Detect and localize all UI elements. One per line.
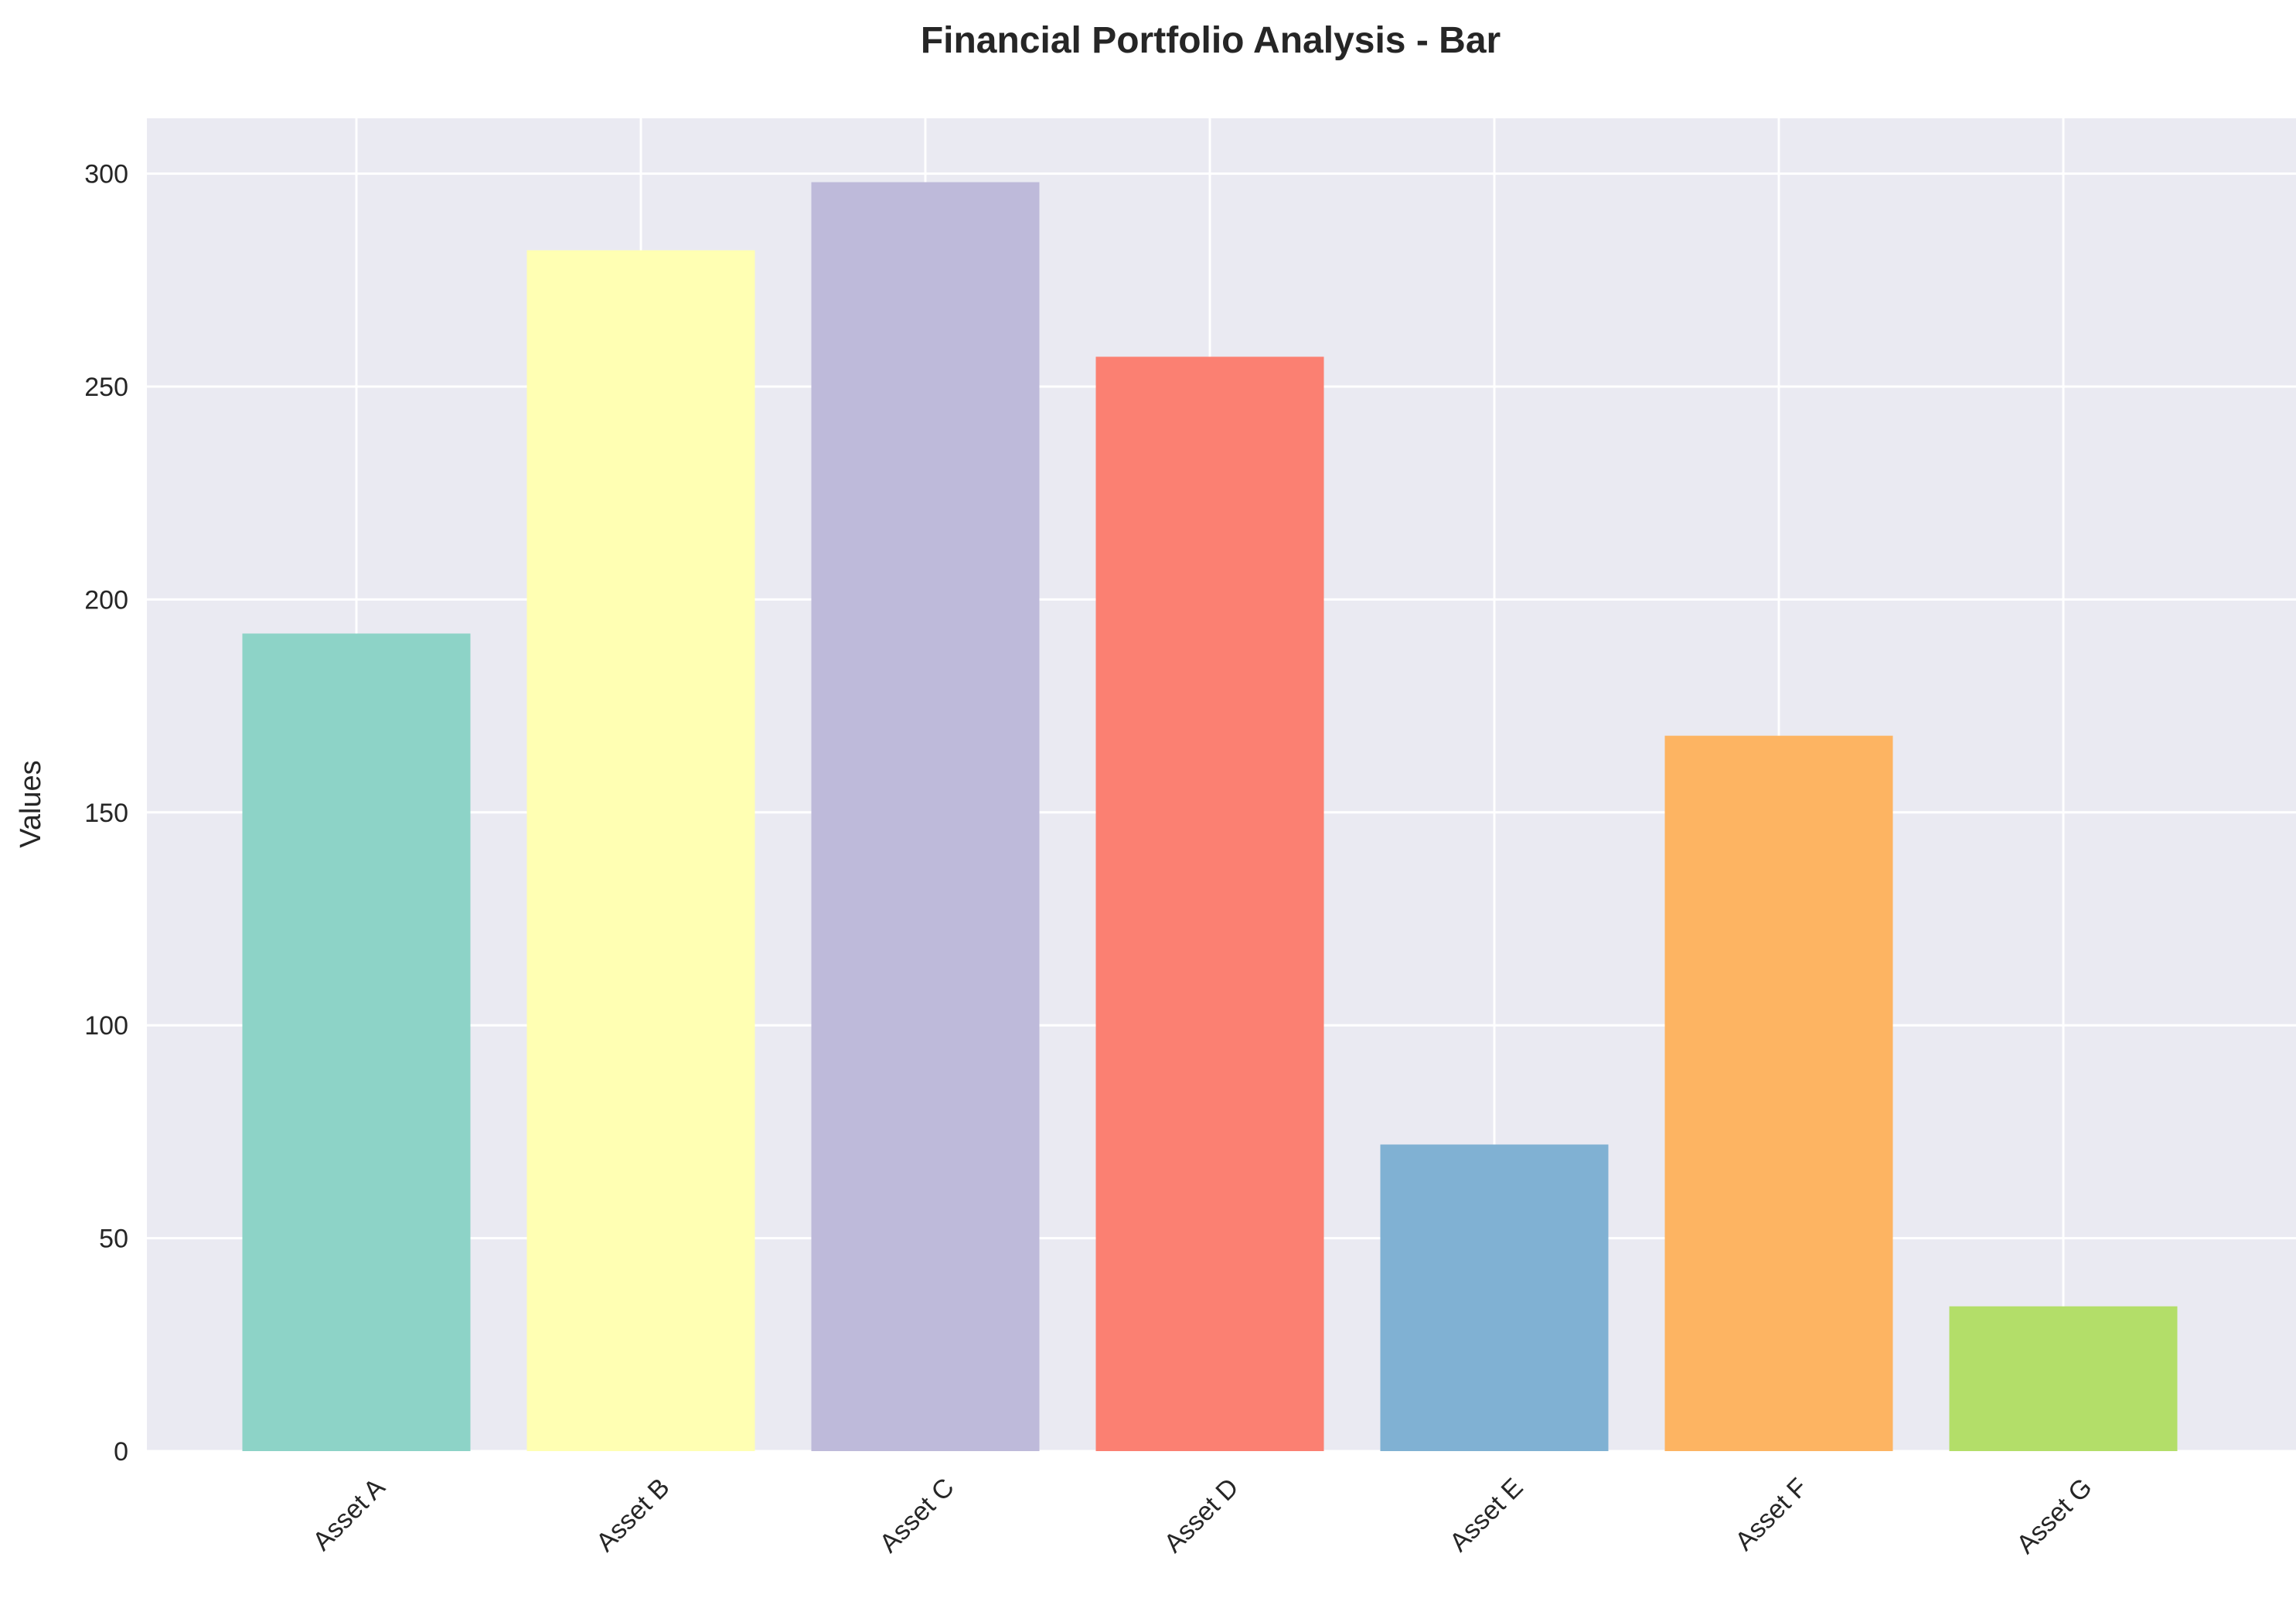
y-tick-label: 200 (84, 585, 128, 615)
x-tick-label: Asset C (874, 1473, 960, 1559)
x-tick-label: Asset A (307, 1473, 391, 1557)
y-axis-ticks: 0 50 100 150 200 250 300 (84, 160, 128, 1467)
bar-asset-c (811, 182, 1040, 1451)
x-tick-label: Asset D (1159, 1473, 1245, 1559)
y-tick-label: 0 (114, 1437, 128, 1467)
chart-title: Financial Portfolio Analysis - Bar (921, 20, 1501, 61)
y-tick-label: 100 (84, 1011, 128, 1041)
x-tick-label: Asset G (2011, 1473, 2097, 1559)
y-tick-label: 150 (84, 799, 128, 828)
y-tick-label: 50 (99, 1225, 128, 1254)
y-tick-label: 250 (84, 373, 128, 402)
y-tick-label: 300 (84, 160, 128, 189)
bar-asset-d (1095, 356, 1324, 1452)
x-tick-label: Asset F (1729, 1473, 1813, 1556)
x-tick-label: Asset E (1444, 1473, 1529, 1558)
bar-asset-f (1664, 735, 1893, 1451)
bars (242, 182, 2178, 1452)
bar-asset-b (526, 250, 755, 1452)
x-tick-label: Asset B (591, 1473, 676, 1558)
bar-asset-g (1949, 1306, 2178, 1451)
y-axis-label: Values (15, 760, 47, 847)
bar-asset-a (242, 633, 471, 1451)
bar-asset-e (1380, 1144, 1609, 1451)
x-axis-ticks: Asset A Asset B Asset C Asset D Asset E Asset… (307, 1473, 2097, 1560)
